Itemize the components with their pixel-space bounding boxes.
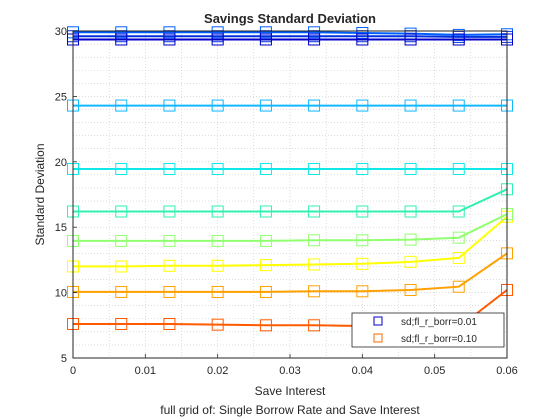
series-point-marker (115, 33, 128, 46)
y-tick-label: 30 (55, 26, 67, 38)
y-tick-label: 10 (55, 288, 67, 300)
x-axis-label: Save Interest (255, 384, 326, 398)
series-line (73, 215, 508, 268)
series-point-marker (259, 33, 272, 46)
x-tick-label: 0.01 (135, 365, 156, 377)
series-point-marker (211, 33, 224, 46)
series-point-marker (308, 99, 321, 112)
x-tick-label: 0 (70, 365, 76, 377)
series-point-marker (452, 251, 465, 264)
series-point-marker (404, 99, 417, 112)
series-point-marker (115, 317, 128, 330)
series-point-marker (211, 99, 224, 112)
series-point-marker (452, 33, 465, 46)
x-tick-label: 0.03 (279, 365, 300, 377)
series-point-marker (115, 162, 128, 175)
y-axis-ticks: 5 10 15 20 25 30 (55, 26, 77, 365)
series-point-marker (404, 233, 417, 246)
series-point-marker (452, 162, 465, 175)
x-tick-label: 0.05 (424, 365, 445, 377)
series-point-marker (404, 33, 417, 46)
y-tick-label: 25 (55, 91, 67, 103)
series-point-marker (115, 99, 128, 112)
series-point-marker (115, 285, 128, 298)
x-axis-ticks: 0 0.01 0.02 0.03 0.04 0.05 0.06 (70, 354, 518, 377)
grid-lines (73, 31, 507, 358)
series-point-marker (356, 234, 369, 247)
series-line (73, 31, 508, 36)
series-2 (67, 247, 513, 298)
series-point-marker (452, 280, 465, 293)
y-tick-label: 20 (55, 157, 67, 169)
series-point-marker (211, 285, 224, 298)
series-point-marker (452, 205, 465, 218)
series-point-marker (452, 231, 465, 244)
series-point-marker (163, 317, 176, 330)
series-point-marker (308, 258, 321, 271)
x-tick-label: 0.04 (352, 365, 373, 377)
series-point-marker (259, 205, 272, 218)
series-point-marker (115, 260, 128, 273)
series-point-marker (211, 318, 224, 331)
x-tick-label: 0.02 (207, 365, 228, 377)
series-line (73, 213, 508, 242)
series-point-marker (356, 99, 369, 112)
series-point-marker (356, 205, 369, 218)
series-point-marker (404, 205, 417, 218)
series-point-marker (211, 259, 224, 272)
series-point-marker (163, 259, 176, 272)
series-point-marker (308, 205, 321, 218)
y-tick-label: 15 (55, 222, 67, 234)
series-point-marker (163, 205, 176, 218)
series-point-marker (308, 234, 321, 247)
series-point-marker (308, 285, 321, 298)
series-point-marker (163, 234, 176, 247)
legend-marker-1 (373, 316, 383, 326)
chart-caption: full grid of: Single Borrow Rate and Sav… (160, 403, 420, 417)
series-point-marker (163, 285, 176, 298)
y-tick-label: 5 (61, 353, 67, 365)
series-point-marker (259, 319, 272, 332)
series-point-marker (259, 234, 272, 247)
series-point-marker (211, 205, 224, 218)
series-point-marker (356, 285, 369, 298)
series-point-marker (404, 162, 417, 175)
legend-label-1: sd;fl_r_borr=0.01 (401, 317, 477, 328)
series-point-marker (163, 99, 176, 112)
series-point-marker (356, 33, 369, 46)
series-6 (67, 162, 513, 175)
legend-marker-2 (373, 333, 383, 343)
series-point-marker (163, 33, 176, 46)
series-point-marker (259, 99, 272, 112)
series-point-marker (356, 257, 369, 270)
y-axis-label: Standard Deviation (33, 143, 47, 245)
series-point-marker (259, 259, 272, 272)
plot-area-background (73, 31, 507, 358)
series-point-marker (452, 99, 465, 112)
series-point-marker (259, 285, 272, 298)
series-point-marker (115, 205, 128, 218)
chart-title: Savings Standard Deviation (204, 11, 376, 26)
series-point-marker (163, 162, 176, 175)
series-point-marker (259, 162, 272, 175)
series-point-marker (115, 234, 128, 247)
series-point-marker (308, 33, 321, 46)
series-point-marker (308, 319, 321, 332)
series-point-marker (308, 162, 321, 175)
legend: sd;fl_r_borr=0.01 sd;fl_r_borr=0.10 (351, 312, 505, 348)
series-line (73, 188, 508, 213)
legend-label-2: sd;fl_r_borr=0.10 (401, 334, 477, 345)
legend-box (351, 312, 505, 348)
series-point-marker (404, 283, 417, 296)
series-point-marker (404, 255, 417, 268)
series-point-marker (211, 234, 224, 247)
series-5 (67, 183, 513, 218)
series-point-marker (211, 162, 224, 175)
x-tick-label: 0.06 (496, 365, 517, 377)
series-point-marker (356, 162, 369, 175)
series-line (73, 252, 508, 293)
series-10 (67, 33, 513, 46)
series-line (73, 35, 507, 38)
